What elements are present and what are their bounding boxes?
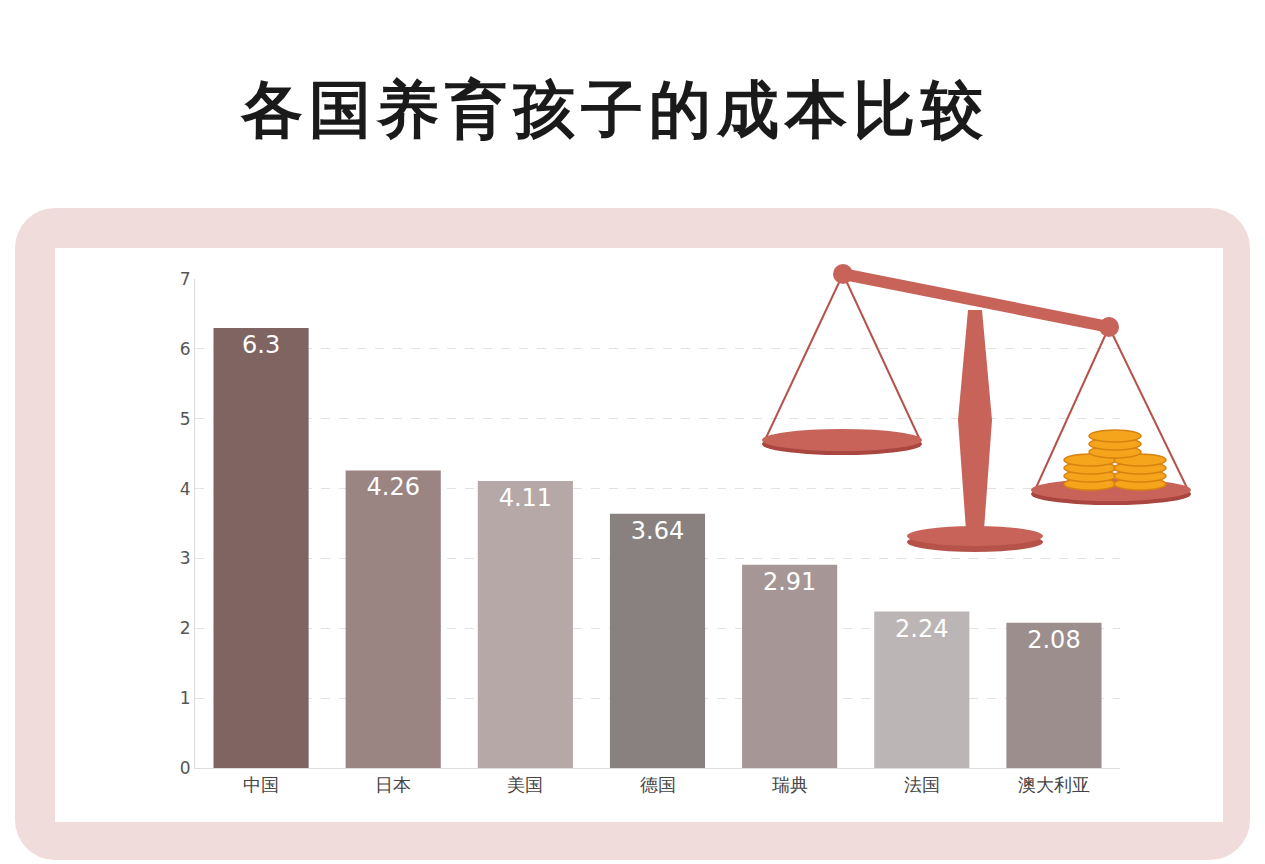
svg-text:2.08: 2.08 [1027,626,1080,654]
svg-text:1: 1 [180,688,191,708]
svg-text:4.11: 4.11 [499,484,552,512]
svg-text:6: 6 [180,339,191,359]
svg-text:4.26: 4.26 [366,473,419,501]
svg-text:5: 5 [180,409,191,429]
svg-text:日本: 日本 [375,774,411,795]
svg-text:3: 3 [180,548,191,568]
svg-text:2: 2 [180,618,191,638]
svg-text:美国: 美国 [507,774,543,795]
svg-text:中国: 中国 [243,774,279,795]
svg-text:澳大利亚: 澳大利亚 [1018,774,1090,795]
svg-text:德国: 德国 [640,774,676,795]
svg-text:4: 4 [180,479,191,499]
svg-text:3.64: 3.64 [631,517,684,545]
svg-text:2.24: 2.24 [895,615,948,643]
svg-text:瑞典: 瑞典 [772,774,808,795]
svg-text:6.3: 6.3 [242,331,280,359]
svg-text:0: 0 [180,758,191,778]
svg-text:法国: 法国 [904,774,940,795]
html-text:各国养育孩子的成本比较: 各国养育孩子的成本比较 [241,73,989,146]
svg-text:7: 7 [180,269,191,289]
svg-text:2.91: 2.91 [763,568,816,596]
